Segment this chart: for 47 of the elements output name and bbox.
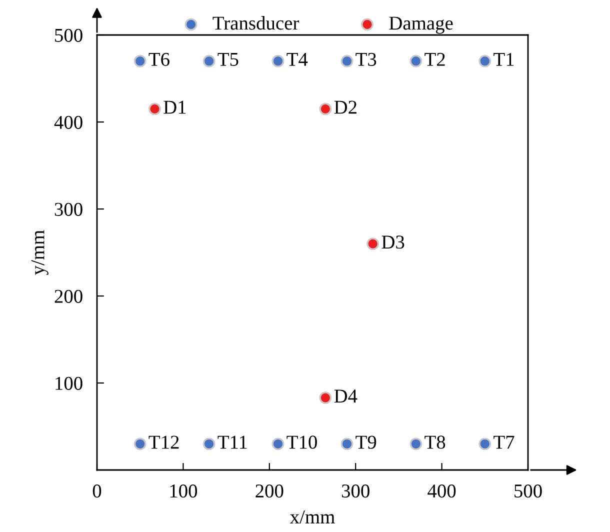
data-label: T10 [286,436,317,449]
point [272,54,284,68]
point [319,392,332,404]
y-tick-label: 200 [54,290,82,303]
point [340,54,354,68]
x-axis-title: x/mm [290,510,335,524]
data-label: D1 [164,100,186,114]
point [319,102,332,116]
legend-label: Transducer [212,16,300,30]
point [148,102,161,116]
y-tick-label: 100 [56,376,82,390]
data-label: T6 [148,52,170,66]
data-label: T8 [424,436,446,449]
data-label: T11 [218,436,247,449]
x-tick-label: 0 [92,484,102,498]
x-tick-label: 400 [428,484,456,498]
point [202,54,216,68]
x-tick-label: 300 [342,484,370,498]
data-label: T1 [494,52,514,66]
point [478,438,492,450]
data-label: T3 [356,52,376,66]
point [134,438,146,450]
y-tick-label: 300 [54,202,82,216]
point [340,438,354,450]
legend-label: Damage [389,16,453,34]
x-tick-label: 500 [514,484,542,498]
point [134,54,146,68]
data-label: T9 [356,436,376,449]
point [478,54,492,68]
point [410,54,422,68]
data-label: T2 [424,52,445,66]
y-tick-label: 400 [54,116,82,129]
point [366,238,380,250]
point [410,438,422,450]
x-tick-label: 100 [170,484,198,498]
data-label: T5 [218,53,238,66]
data-label: T4 [286,52,308,66]
x-tick-label: 200 [256,484,284,498]
data-label: T12 [148,436,179,449]
data-label: D2 [334,100,356,114]
data-label: D4 [334,390,358,403]
data-label: T7 [494,436,514,449]
point [272,438,284,450]
y-tick-label: 500 [55,28,82,42]
point [202,438,216,450]
y-axis-title: y/mm [31,230,48,275]
data-label: D3 [382,236,404,249]
